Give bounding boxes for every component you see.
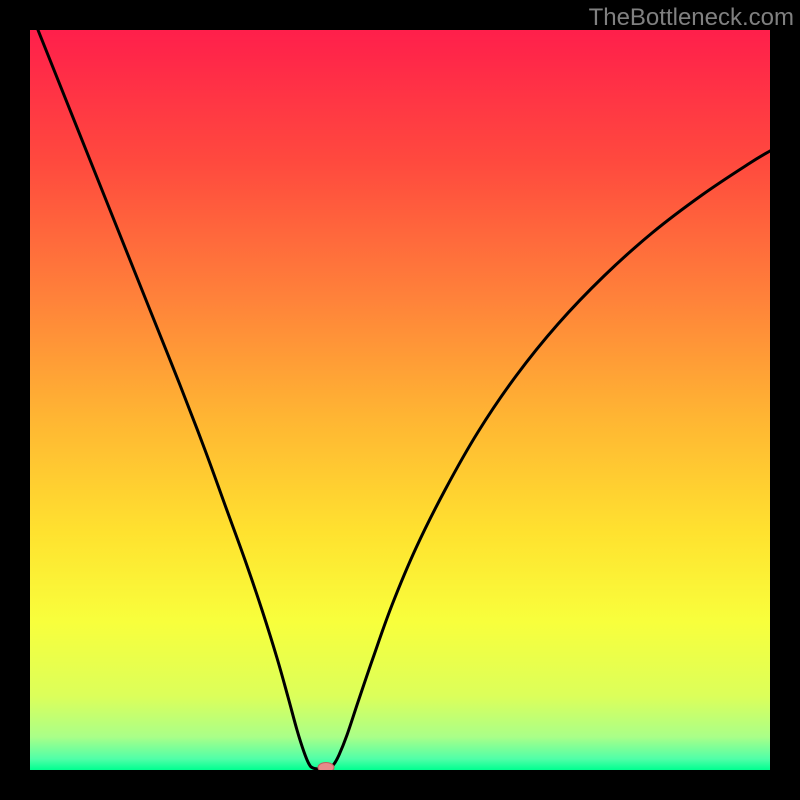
chart-container: TheBottleneck.com bbox=[0, 0, 800, 800]
watermark-text: TheBottleneck.com bbox=[589, 4, 794, 32]
bottleneck-chart bbox=[0, 0, 800, 800]
plot-background bbox=[30, 30, 770, 770]
